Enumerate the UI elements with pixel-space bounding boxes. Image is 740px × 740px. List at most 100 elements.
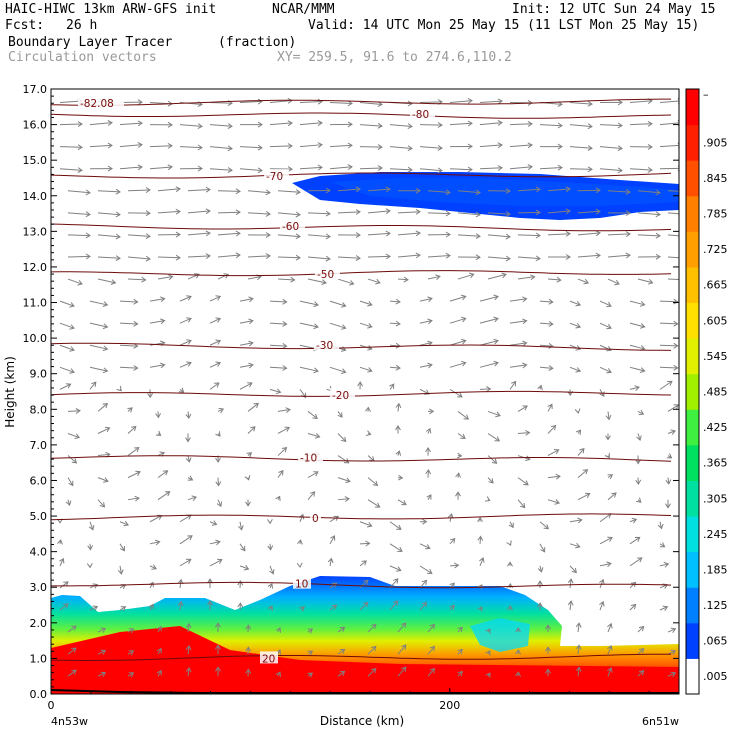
vector-head bbox=[92, 605, 99, 611]
vector-head bbox=[325, 255, 331, 262]
vector-head bbox=[557, 164, 563, 171]
vector-shaft bbox=[359, 102, 383, 106]
vector-shaft bbox=[389, 146, 413, 150]
vector-head bbox=[282, 320, 288, 327]
vector-head bbox=[407, 100, 413, 107]
vector-shaft bbox=[179, 362, 192, 368]
vector-shaft bbox=[217, 477, 220, 486]
vector-head bbox=[237, 602, 244, 608]
vector-shaft bbox=[607, 190, 631, 193]
vector-head bbox=[102, 323, 109, 330]
vector-head bbox=[575, 622, 582, 628]
y-tick-label: 17.0 bbox=[23, 83, 48, 96]
vector-shaft bbox=[89, 344, 108, 350]
vector-head bbox=[215, 481, 222, 487]
vector-head bbox=[665, 503, 671, 509]
vector-head bbox=[298, 513, 305, 520]
vector-head bbox=[506, 540, 512, 546]
vector-shaft bbox=[479, 362, 499, 368]
vector-head bbox=[497, 98, 503, 105]
vector-head bbox=[69, 324, 75, 330]
vector-shaft bbox=[89, 144, 113, 148]
vector-head bbox=[557, 122, 563, 129]
vector-shaft bbox=[667, 430, 676, 434]
vector-shaft bbox=[667, 234, 679, 237]
vector-head bbox=[421, 579, 427, 586]
vector-head bbox=[102, 301, 109, 307]
temperature-contour bbox=[51, 513, 672, 521]
vector-head bbox=[175, 186, 181, 193]
vector-shaft bbox=[539, 543, 546, 553]
vector-shaft bbox=[517, 432, 530, 434]
vector-shaft bbox=[149, 541, 160, 545]
vector-head bbox=[156, 669, 162, 676]
vector-head bbox=[99, 502, 106, 508]
vector-head bbox=[429, 408, 435, 415]
colorbar-swatch bbox=[686, 658, 699, 695]
vector-head bbox=[367, 322, 373, 329]
vector-head bbox=[365, 540, 371, 547]
vector-shaft bbox=[337, 256, 361, 259]
valid-time: Valid: 14 UTC Mon 25 May 15 (11 LST Mon … bbox=[308, 18, 700, 33]
vector-shaft bbox=[629, 582, 636, 589]
vector-shaft bbox=[359, 579, 369, 589]
vector-head bbox=[265, 210, 271, 217]
vector-head bbox=[377, 144, 383, 151]
vector-shaft bbox=[577, 232, 601, 236]
vector-shaft bbox=[449, 538, 456, 545]
vector-head bbox=[107, 142, 113, 149]
vector-head bbox=[493, 360, 499, 367]
vector-shaft bbox=[157, 256, 181, 259]
y-tick-label: 6.0 bbox=[30, 474, 48, 487]
colorbar-swatch bbox=[686, 266, 699, 304]
vector-shaft bbox=[269, 145, 293, 148]
vector-head bbox=[197, 123, 203, 130]
vector-head bbox=[307, 650, 314, 656]
vector-head bbox=[175, 208, 181, 215]
vector-shaft bbox=[157, 276, 173, 280]
vector-head bbox=[134, 495, 140, 502]
vector-head bbox=[69, 368, 75, 374]
vector-shaft bbox=[179, 295, 192, 302]
contour-label-bg bbox=[280, 219, 305, 232]
vector-shaft bbox=[427, 275, 440, 280]
vector-shaft bbox=[577, 278, 589, 284]
vector-head bbox=[607, 667, 613, 673]
vector-head bbox=[117, 569, 124, 575]
vector-head bbox=[347, 121, 353, 128]
vector-head bbox=[457, 392, 463, 398]
vector-shaft bbox=[119, 322, 138, 325]
vector-head bbox=[407, 123, 413, 130]
y-tick-label: 0.0 bbox=[30, 688, 48, 701]
vector-head bbox=[617, 99, 623, 106]
vector-head bbox=[401, 644, 407, 650]
vector-head bbox=[655, 189, 661, 196]
vector-shaft bbox=[209, 382, 220, 390]
vector-shaft bbox=[569, 601, 572, 611]
vector-head bbox=[367, 345, 373, 351]
vector-head bbox=[468, 272, 475, 279]
vector-shaft bbox=[209, 559, 223, 567]
vector-shaft bbox=[509, 320, 527, 324]
vector-shaft bbox=[119, 521, 129, 526]
vector-shaft bbox=[247, 212, 271, 215]
vector-shaft bbox=[367, 499, 380, 508]
contour-label-bg bbox=[78, 96, 124, 109]
colorbar-swatch bbox=[686, 124, 699, 161]
vector-head bbox=[407, 166, 413, 173]
vector-shaft bbox=[179, 340, 192, 346]
vector-head bbox=[497, 165, 503, 171]
vector-head bbox=[215, 457, 221, 463]
vector-shaft bbox=[667, 650, 676, 655]
vector-shaft bbox=[119, 565, 122, 574]
vector-head bbox=[223, 273, 230, 279]
vector-shaft bbox=[59, 603, 69, 611]
vector-head bbox=[128, 628, 135, 634]
vector-head bbox=[545, 668, 551, 674]
vector-shaft bbox=[329, 102, 353, 104]
vector-head bbox=[340, 368, 347, 374]
vector-shaft bbox=[397, 403, 400, 412]
vector-shaft bbox=[89, 606, 98, 611]
vector-shaft bbox=[539, 124, 563, 127]
vector-shaft bbox=[247, 255, 271, 258]
